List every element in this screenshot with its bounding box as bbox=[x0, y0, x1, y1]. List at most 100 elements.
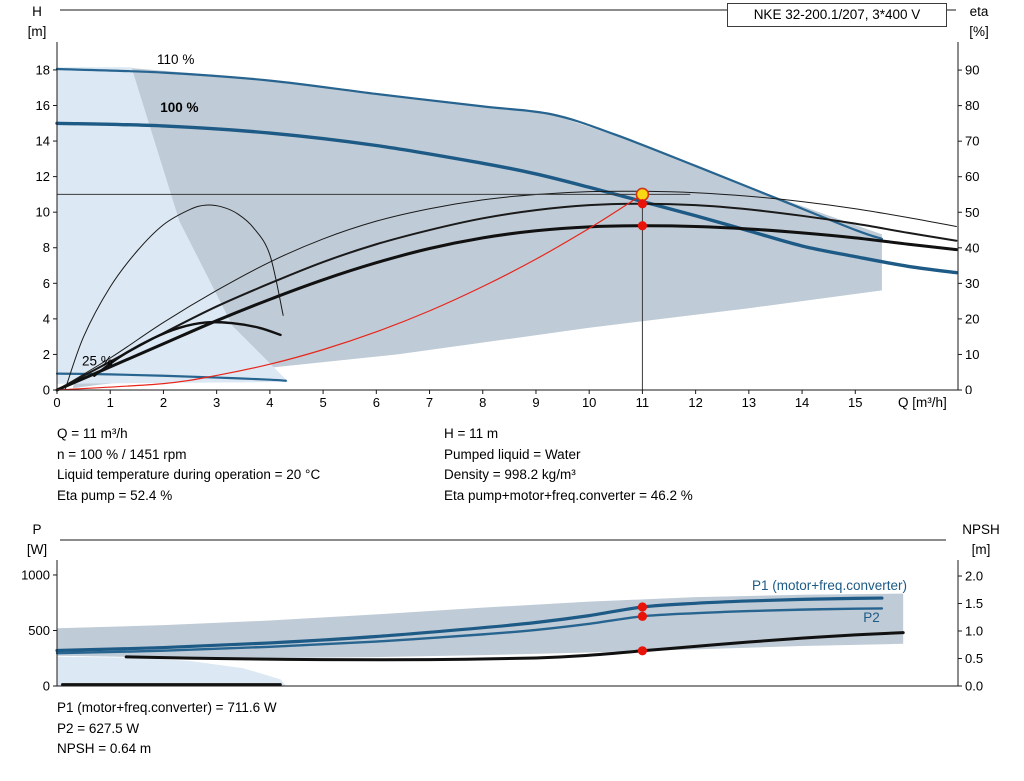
npsh-axis-unit: [m] bbox=[971, 542, 991, 557]
affinity-duty-curve bbox=[56, 192, 646, 391]
eta-pump-point bbox=[637, 199, 648, 209]
y-left-tick-label: 0 bbox=[43, 679, 50, 694]
x-tick-label: 9 bbox=[532, 395, 539, 410]
y-right-tick-label: 90 bbox=[965, 63, 979, 78]
info-line-npsh: NPSH = 0.64 m bbox=[57, 741, 152, 756]
y-right-tick-label: 80 bbox=[965, 98, 979, 113]
curve-label: 110 % bbox=[157, 52, 194, 67]
eta-curve-pump-100 bbox=[56, 202, 958, 391]
y-right-tick-label: 1.0 bbox=[965, 624, 983, 639]
h-axis-label: H [m] bbox=[14, 2, 60, 42]
y-right-tick-label: 0 bbox=[965, 383, 972, 398]
x-tick-label: 11 bbox=[636, 395, 650, 410]
info-line-p2: P2 = 627.5 W bbox=[57, 720, 140, 736]
y-left-tick-label: 14 bbox=[36, 134, 50, 149]
y-right-tick-label: 2.0 bbox=[965, 569, 983, 584]
y-left-tick-label: 16 bbox=[36, 98, 50, 113]
x-tick-label: 6 bbox=[373, 395, 380, 410]
x-tick-label: 15 bbox=[848, 395, 862, 410]
eta-total-point bbox=[637, 221, 648, 231]
info-line-speed: n = 100 % / 1451 rpm bbox=[57, 446, 187, 462]
speed-curve-25 bbox=[55, 372, 287, 382]
y-left-tick-label: 500 bbox=[28, 623, 50, 638]
eta-curve-total-min bbox=[93, 320, 282, 377]
power-low-speed-region bbox=[57, 656, 286, 686]
eta-curve-110 bbox=[56, 190, 957, 391]
y-left-tick-label: 2 bbox=[43, 347, 50, 362]
power-info: P1 (motor+freq.converter) = 711.6 W P2 =… bbox=[57, 698, 277, 760]
npsh-axis-label: NPSH [m] bbox=[946, 520, 1016, 560]
eta-axis-label: eta [%] bbox=[956, 2, 1002, 42]
operating-envelope bbox=[72, 68, 882, 389]
y-right-tick-label: 1.5 bbox=[965, 596, 983, 611]
npsh-curve bbox=[124, 631, 905, 662]
info-line-temperature: Liquid temperature during operation = 20… bbox=[57, 467, 321, 482]
low-speed-region bbox=[57, 67, 289, 384]
plot-frame bbox=[56, 9, 959, 391]
eta-axis-unit: [%] bbox=[969, 24, 989, 39]
x-tick-label: 5 bbox=[319, 395, 326, 410]
power-envelope bbox=[57, 593, 904, 659]
p-axis-unit: [W] bbox=[26, 542, 48, 557]
p1-point bbox=[637, 602, 648, 612]
curve-label: P2 bbox=[863, 610, 880, 625]
p2-point bbox=[637, 611, 648, 621]
qh-efficiency-chart: 110 %100 %25 %0 1 2 3 4 5 6 7 8 9 10 11 12 13 14 150246… bbox=[36, 9, 979, 410]
x-tick-label: 1 bbox=[107, 395, 114, 410]
x-tick-label: 0 bbox=[53, 395, 60, 410]
y-left-tick-label: 18 bbox=[36, 62, 50, 77]
info-line-liquid: Pumped liquid = Water bbox=[444, 446, 581, 462]
curve-label: P1 (motor+freq.converter) bbox=[752, 578, 907, 593]
x-tick-label: 10 bbox=[582, 395, 596, 410]
y-right-tick-label: 0.0 bbox=[965, 679, 983, 694]
x-tick-label: 13 bbox=[742, 395, 756, 410]
eta-curve-pump-min bbox=[64, 204, 284, 391]
y-left-tick-label: 8 bbox=[43, 240, 50, 255]
speed-curve-100 bbox=[55, 121, 959, 275]
y-right-tick-label: 40 bbox=[965, 240, 979, 255]
info-line-eta-pump: Eta pump = 52.4 % bbox=[57, 487, 173, 503]
x-tick-label: 12 bbox=[688, 395, 702, 410]
eta-axis-name: eta bbox=[969, 4, 989, 19]
x-tick-label: 3 bbox=[213, 395, 220, 410]
y-right-tick-label: 60 bbox=[965, 169, 979, 184]
curve-label: 100 % bbox=[160, 100, 198, 115]
pump-model-box: NKE 32-200.1/207, 3*400 V bbox=[727, 3, 947, 27]
y-left-tick-label: 10 bbox=[36, 205, 50, 220]
y-left-tick-label: 12 bbox=[36, 169, 50, 184]
p-axis-name: P bbox=[32, 522, 42, 537]
p1-curve bbox=[55, 596, 884, 653]
y-right-tick-label: 30 bbox=[965, 276, 979, 291]
x-tick-label: 2 bbox=[160, 395, 167, 410]
y-left-tick-label: 1000 bbox=[21, 567, 50, 582]
x-tick-label: 14 bbox=[795, 395, 809, 410]
info-line-p1: P1 (motor+freq.converter) = 711.6 W bbox=[57, 700, 277, 715]
pump-model-text: NKE 32-200.1/207, 3*400 V bbox=[753, 7, 921, 22]
npsh-point bbox=[637, 646, 648, 656]
y-right-tick-label: 0.5 bbox=[965, 651, 983, 666]
y-right-tick-label: 10 bbox=[965, 347, 979, 362]
y-left-tick-label: 4 bbox=[43, 311, 50, 326]
x-tick-label: 4 bbox=[266, 395, 273, 410]
p-axis-label: P [W] bbox=[14, 520, 60, 560]
h-axis-name: H bbox=[32, 4, 42, 19]
y-right-tick-label: 50 bbox=[965, 205, 979, 220]
p2-curve bbox=[55, 607, 884, 655]
q-axis-label: Q [m³/h] bbox=[898, 394, 998, 412]
plot-frame bbox=[56, 539, 959, 687]
duty-point bbox=[635, 187, 650, 202]
duty-info-right: H = 11 m Pumped liquid = Water Density =… bbox=[444, 424, 693, 506]
q-axis-name: Q [m³/h] bbox=[898, 395, 947, 410]
power-npsh-chart: P1 (motor+freq.converter) P2 0 500 1000 0.0 0.… bbox=[21, 539, 983, 694]
y-left-tick-label: 6 bbox=[43, 276, 50, 291]
y-right-tick-label: 20 bbox=[965, 311, 979, 326]
npsh-axis-name: NPSH bbox=[962, 522, 1000, 537]
info-line-eta-total: Eta pump+motor+freq.converter = 46.2 % bbox=[444, 487, 693, 503]
y-left-tick-label: 0 bbox=[43, 383, 50, 398]
x-tick-label: 7 bbox=[426, 395, 433, 410]
speed-curve-110 bbox=[55, 67, 883, 240]
info-line-q: Q = 11 m³/h bbox=[57, 426, 128, 441]
curve-label: 25 % bbox=[82, 353, 113, 368]
info-line-head: H = 11 m bbox=[444, 426, 499, 441]
